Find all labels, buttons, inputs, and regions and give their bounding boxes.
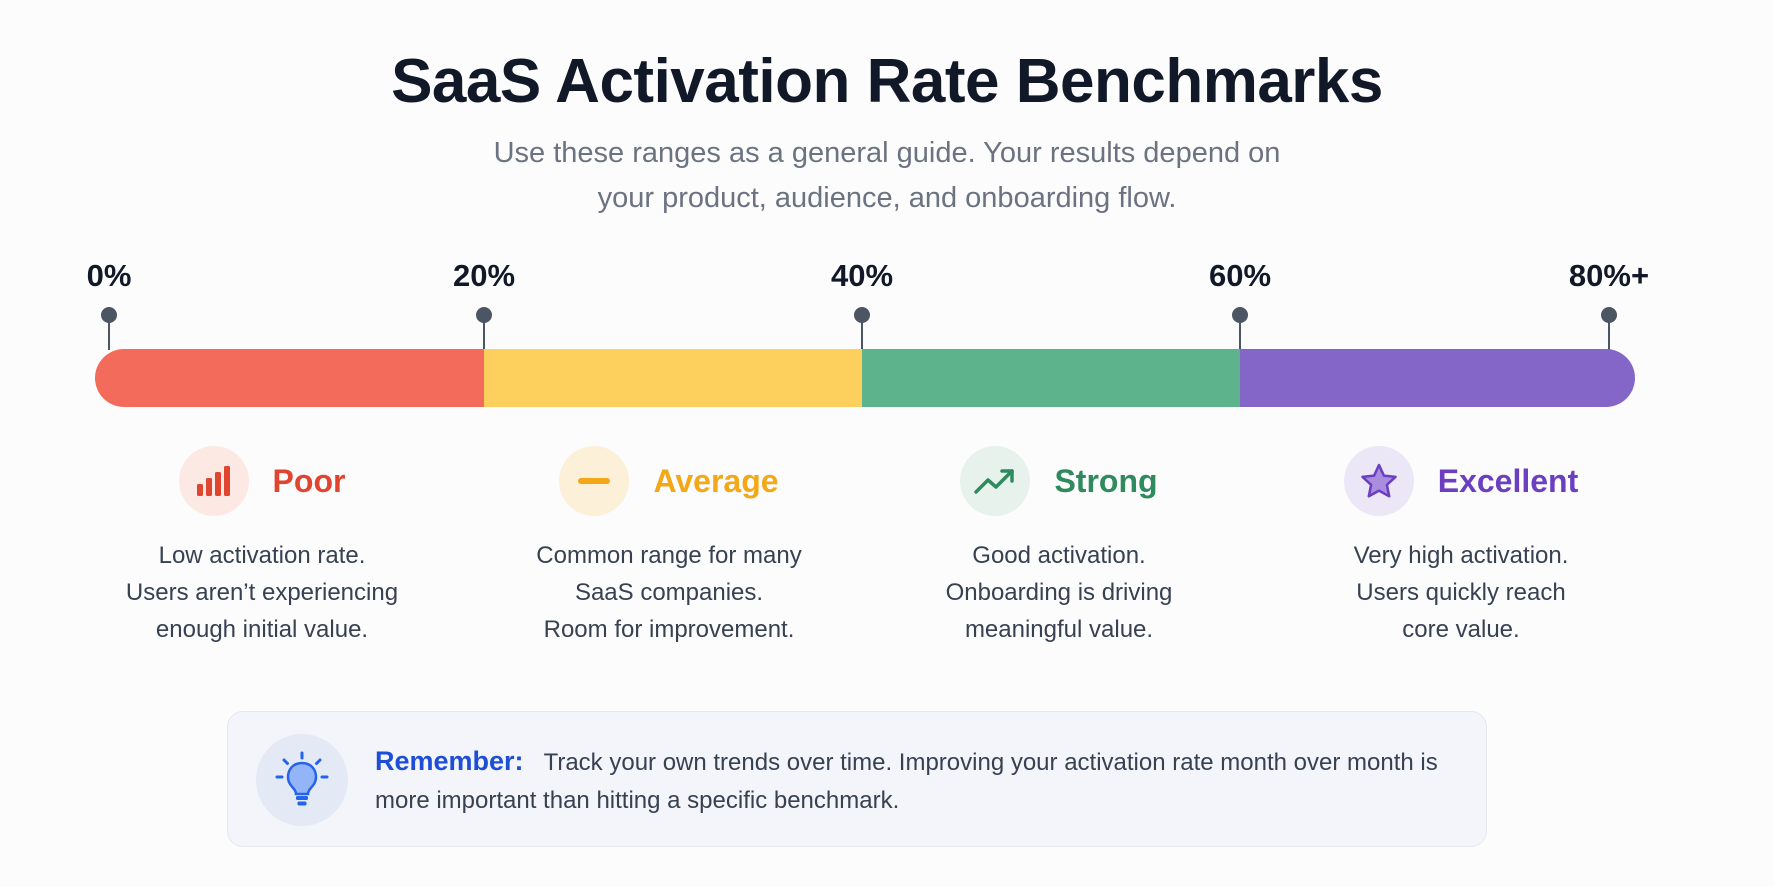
desc-line: enough initial value.: [155, 616, 369, 643]
bar-segment: [862, 349, 1240, 407]
tick-label: 80%+: [1568, 258, 1650, 293]
category-name: Average: [653, 462, 779, 499]
subtitle: Use these ranges as a general guide. You…: [387, 131, 1387, 221]
category-description: Common range for many SaaS companies. Ro…: [489, 537, 849, 648]
bar-segment: [95, 349, 484, 407]
category-name: Strong: [1054, 462, 1158, 499]
callout-text: Remember: Track your own trends over time…: [375, 742, 1465, 820]
callout-label: Remember:: [375, 746, 524, 776]
desc-line: SaaS companies.: [574, 579, 764, 606]
desc-line: Onboarding is driving: [945, 579, 1173, 606]
tick-dot: [101, 307, 117, 323]
page-title: SaaS Activation Rate Benchmarks: [391, 47, 1383, 116]
tick-label: 60%: [1208, 258, 1272, 293]
tick-dot: [476, 307, 492, 323]
bar-segment: [484, 349, 862, 407]
tick-dot: [1601, 307, 1617, 323]
category-average: Average Common range for many SaaS compa…: [489, 445, 849, 648]
tick-line: [108, 320, 110, 350]
tick-label: 0%: [86, 258, 132, 293]
bar-segment: [1240, 349, 1635, 407]
desc-line: Users aren’t experiencing: [125, 579, 399, 606]
minus-icon: [559, 446, 630, 516]
callout-body: Track your own trends over time. Improvi…: [375, 749, 1438, 814]
subtitle-line: your product, audience, and onboarding f…: [597, 182, 1177, 214]
desc-line: Very high activation.: [1353, 542, 1569, 569]
bar-chart-icon: [178, 446, 249, 516]
category-name: Poor: [272, 462, 346, 499]
desc-line: Users quickly reach: [1356, 579, 1566, 606]
tick-line: [861, 320, 863, 350]
tick-line: [483, 320, 485, 350]
category-name: Excellent: [1437, 462, 1579, 499]
category-excellent: Excellent Very high activation. Users qu…: [1281, 445, 1641, 648]
tick-label: 40%: [830, 258, 894, 293]
remember-callout: Remember: Track your own trends over time…: [227, 711, 1487, 847]
desc-line: Low activation rate.: [158, 542, 366, 569]
category-description: Good activation. Onboarding is driving m…: [879, 537, 1239, 648]
tick-dot: [854, 307, 870, 323]
tick-line: [1239, 320, 1241, 350]
category-description: Very high activation. Users quickly reac…: [1281, 537, 1641, 648]
desc-line: core value.: [1402, 616, 1520, 643]
desc-line: Room for improvement.: [543, 616, 795, 643]
category-description: Low activation rate. Users aren’t experi…: [82, 537, 442, 648]
tick-dot: [1232, 307, 1248, 323]
trend-up-icon: [960, 446, 1031, 516]
subtitle-line: Use these ranges as a general guide. You…: [493, 137, 1281, 169]
desc-line: Good activation.: [972, 542, 1146, 569]
star-icon: [1343, 446, 1414, 516]
tick-line: [1608, 320, 1610, 350]
category-strong: Strong Good activation. Onboarding is dr…: [879, 445, 1239, 648]
benchmark-bar: [95, 349, 1635, 407]
desc-line: Common range for many: [536, 542, 802, 569]
category-poor: Poor Low activation rate. Users aren’t e…: [82, 445, 442, 648]
desc-line: meaningful value.: [964, 616, 1154, 643]
tick-label: 20%: [452, 258, 516, 293]
lightbulb-icon: [256, 734, 348, 826]
